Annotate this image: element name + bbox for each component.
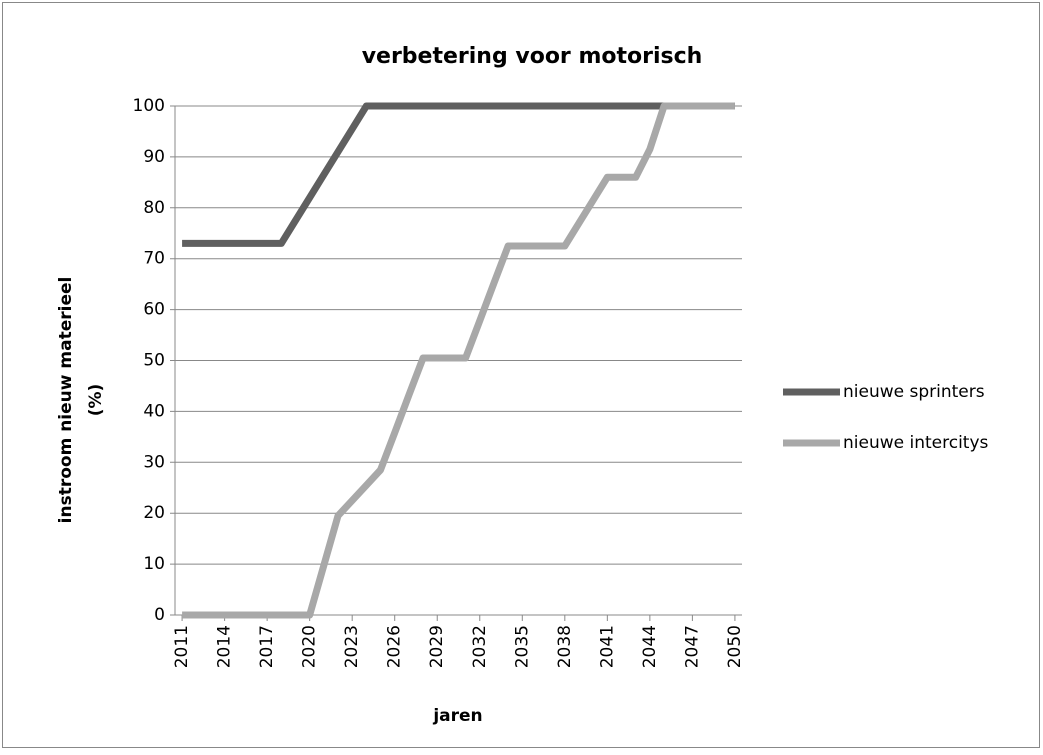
x-tick-label: 2032 — [470, 625, 490, 668]
y-tick-label: 60 — [143, 300, 165, 320]
x-tick-label: 2017 — [257, 625, 277, 668]
x-axis-label: jaren — [432, 706, 482, 726]
y-tick-label: 50 — [143, 351, 165, 371]
chart-title: verbetering voor motorisch — [362, 44, 703, 69]
x-tick-label: 2047 — [682, 625, 702, 668]
y-tick-label: 70 — [143, 249, 165, 269]
y-tick-label: 80 — [143, 198, 165, 218]
x-tick-label: 2044 — [640, 625, 660, 668]
x-tick-label: 2020 — [300, 625, 320, 668]
y-tick-label: 20 — [143, 503, 165, 523]
x-tick-label: 2023 — [342, 625, 362, 668]
y-tick-label: 40 — [143, 401, 165, 421]
series-line — [182, 102, 735, 619]
x-tick-label: 2014 — [215, 625, 235, 668]
y-tick-label: 90 — [143, 147, 165, 167]
y-tick-label: 100 — [133, 96, 165, 116]
legend-label: nieuwe sprinters — [843, 382, 985, 402]
y-tick-label: 30 — [143, 452, 165, 472]
x-tick-label: 2026 — [385, 625, 405, 668]
x-tick-label: 2029 — [427, 625, 447, 668]
y-tick-label: 10 — [143, 554, 165, 574]
y-tick-label: 0 — [154, 605, 165, 625]
legend-label: nieuwe intercitys — [843, 433, 989, 453]
x-tick-label: 2038 — [555, 625, 575, 668]
y-axis-label: (%) — [86, 384, 106, 417]
x-tick-label: 2011 — [172, 625, 192, 668]
x-tick-label: 2050 — [725, 625, 745, 668]
y-axis-label: instroom nieuw materieel — [56, 277, 76, 524]
series-line — [182, 102, 735, 247]
x-tick-label: 2041 — [597, 625, 617, 668]
x-tick-label: 2035 — [512, 625, 532, 668]
